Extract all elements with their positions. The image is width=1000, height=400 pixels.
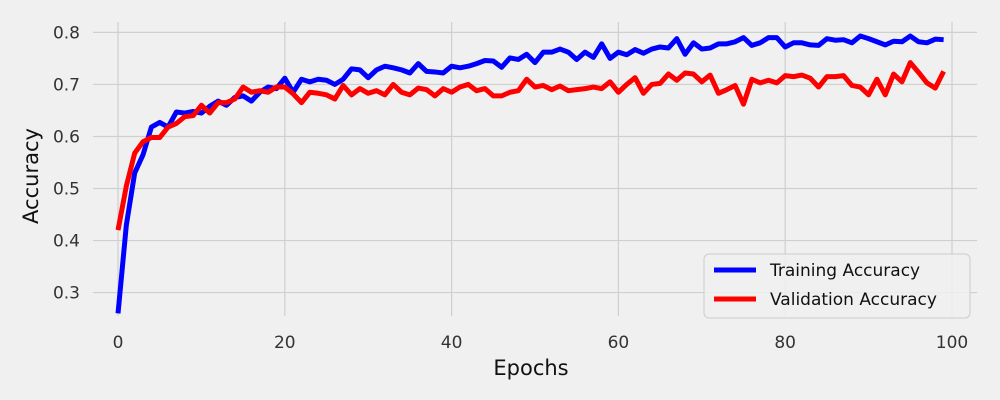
training-accuracy-line (115, 33, 944, 314)
y-tick-label: 0.6 (53, 127, 80, 147)
legend-box (703, 253, 971, 319)
x-tick-label: 80 (774, 333, 796, 353)
grid (93, 22, 977, 316)
y-tick-label: 0.5 (53, 180, 80, 200)
x-tick-labels: 0 20 40 60 80 100 (113, 333, 969, 353)
y-axis-label: Accuracy (19, 128, 43, 224)
x-axis-label: Epochs (493, 356, 568, 380)
y-tick-label: 0.4 (53, 232, 80, 252)
legend-label-training: Training Accuracy (769, 261, 920, 281)
series-lines (115, 33, 946, 314)
y-tick-label: 0.8 (53, 23, 80, 43)
x-tick-label: 0 (113, 333, 124, 353)
legend-label-validation: Validation Accuracy (770, 290, 937, 310)
validation-accuracy-line (115, 60, 946, 231)
y-tick-label: 0.3 (53, 284, 80, 304)
x-tick-label: 20 (274, 333, 296, 353)
legend: Training Accuracy Validation Accuracy (703, 253, 971, 319)
x-tick-label: 60 (608, 333, 630, 353)
x-tick-label: 100 (936, 333, 968, 353)
y-tick-labels: 0.3 0.4 0.5 0.6 0.7 0.8 (53, 23, 80, 303)
y-tick-label: 0.7 (53, 75, 80, 95)
x-tick-label: 40 (441, 333, 463, 353)
